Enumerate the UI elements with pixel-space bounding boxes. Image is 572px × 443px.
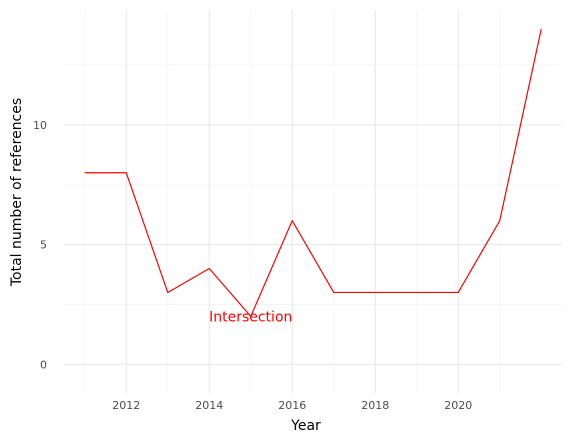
y-axis-title: Total number of references: [9, 98, 25, 287]
annotation-layer: Intersection: [209, 309, 292, 325]
annotation-label: Intersection: [209, 309, 292, 325]
x-tick-label: 2012: [112, 399, 140, 412]
y-tick-label: 5: [40, 239, 47, 252]
x-tick-label: 2020: [444, 399, 472, 412]
y-tick-label: 0: [40, 358, 47, 371]
series-layer: [84, 29, 542, 317]
y-tick-label: 10: [33, 119, 47, 132]
x-tick-label: 2016: [278, 399, 306, 412]
x-tick-label: 2014: [195, 399, 223, 412]
tick-labels: 2012 2014 2016 2018 2020 0 5 10: [33, 119, 472, 412]
x-axis-title: Year: [290, 418, 321, 434]
series-line: [84, 29, 542, 317]
x-tick-label: 2018: [361, 399, 389, 412]
grid: [64, 10, 562, 393]
